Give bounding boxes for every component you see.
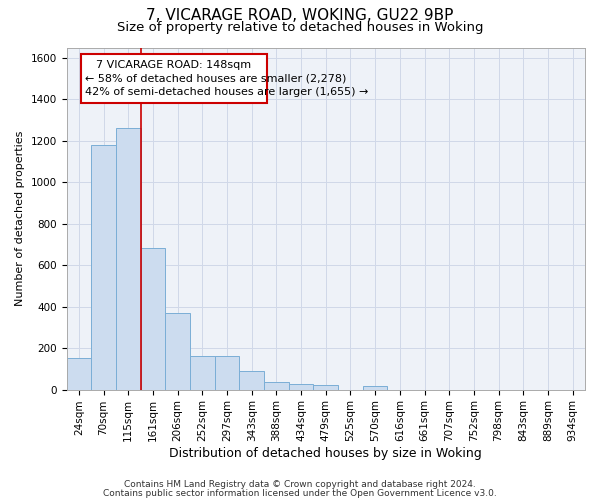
Bar bbox=[91, 145, 116, 390]
Text: Contains HM Land Registry data © Crown copyright and database right 2024.: Contains HM Land Registry data © Crown c… bbox=[124, 480, 476, 489]
Text: 42% of semi-detached houses are larger (1,655) →: 42% of semi-detached houses are larger (… bbox=[85, 88, 368, 98]
Text: 7, VICARAGE ROAD, WOKING, GU22 9BP: 7, VICARAGE ROAD, WOKING, GU22 9BP bbox=[146, 8, 454, 22]
Bar bbox=[140, 248, 165, 390]
FancyBboxPatch shape bbox=[82, 54, 266, 104]
Bar bbox=[190, 356, 215, 390]
Bar bbox=[264, 382, 289, 390]
Bar bbox=[116, 128, 140, 390]
Bar bbox=[313, 386, 338, 390]
Bar bbox=[239, 371, 264, 390]
Bar bbox=[289, 384, 313, 390]
Y-axis label: Number of detached properties: Number of detached properties bbox=[15, 131, 25, 306]
Bar bbox=[165, 313, 190, 390]
Bar bbox=[363, 386, 388, 390]
X-axis label: Distribution of detached houses by size in Woking: Distribution of detached houses by size … bbox=[169, 447, 482, 460]
Text: ← 58% of detached houses are smaller (2,278): ← 58% of detached houses are smaller (2,… bbox=[85, 74, 346, 84]
Bar bbox=[215, 356, 239, 390]
Text: Contains public sector information licensed under the Open Government Licence v3: Contains public sector information licen… bbox=[103, 489, 497, 498]
Text: 7 VICARAGE ROAD: 148sqm: 7 VICARAGE ROAD: 148sqm bbox=[97, 60, 251, 70]
Text: Size of property relative to detached houses in Woking: Size of property relative to detached ho… bbox=[117, 21, 483, 34]
Bar bbox=[67, 358, 91, 390]
